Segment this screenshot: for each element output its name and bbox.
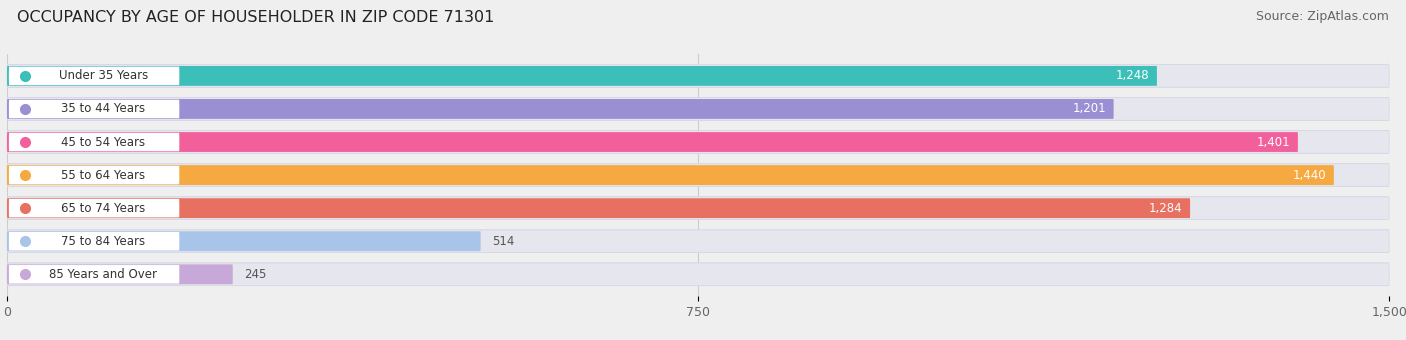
FancyBboxPatch shape bbox=[8, 100, 180, 118]
FancyBboxPatch shape bbox=[7, 163, 1389, 187]
Text: 1,401: 1,401 bbox=[1257, 136, 1291, 149]
FancyBboxPatch shape bbox=[8, 133, 180, 151]
FancyBboxPatch shape bbox=[7, 64, 1389, 88]
Text: Source: ZipAtlas.com: Source: ZipAtlas.com bbox=[1256, 10, 1389, 23]
Text: 75 to 84 Years: 75 to 84 Years bbox=[62, 235, 145, 248]
Text: Under 35 Years: Under 35 Years bbox=[59, 69, 148, 82]
Text: 514: 514 bbox=[492, 235, 515, 248]
FancyBboxPatch shape bbox=[7, 165, 1334, 185]
FancyBboxPatch shape bbox=[8, 166, 180, 184]
Text: 1,284: 1,284 bbox=[1149, 202, 1182, 215]
FancyBboxPatch shape bbox=[7, 263, 1389, 286]
Text: 1,440: 1,440 bbox=[1294, 169, 1326, 182]
FancyBboxPatch shape bbox=[8, 199, 180, 217]
Text: 55 to 64 Years: 55 to 64 Years bbox=[62, 169, 145, 182]
FancyBboxPatch shape bbox=[7, 65, 1389, 87]
FancyBboxPatch shape bbox=[7, 265, 233, 284]
Text: 65 to 74 Years: 65 to 74 Years bbox=[62, 202, 145, 215]
FancyBboxPatch shape bbox=[8, 265, 180, 284]
FancyBboxPatch shape bbox=[7, 231, 481, 251]
FancyBboxPatch shape bbox=[7, 132, 1298, 152]
FancyBboxPatch shape bbox=[7, 197, 1389, 219]
Text: 245: 245 bbox=[243, 268, 266, 281]
FancyBboxPatch shape bbox=[7, 99, 1114, 119]
FancyBboxPatch shape bbox=[7, 164, 1389, 186]
Text: OCCUPANCY BY AGE OF HOUSEHOLDER IN ZIP CODE 71301: OCCUPANCY BY AGE OF HOUSEHOLDER IN ZIP C… bbox=[17, 10, 495, 25]
FancyBboxPatch shape bbox=[7, 262, 1389, 286]
FancyBboxPatch shape bbox=[7, 131, 1389, 153]
FancyBboxPatch shape bbox=[7, 97, 1389, 121]
Text: 1,201: 1,201 bbox=[1073, 102, 1107, 116]
Text: 45 to 54 Years: 45 to 54 Years bbox=[62, 136, 145, 149]
Text: 85 Years and Over: 85 Years and Over bbox=[49, 268, 157, 281]
FancyBboxPatch shape bbox=[7, 98, 1389, 120]
FancyBboxPatch shape bbox=[7, 230, 1389, 253]
FancyBboxPatch shape bbox=[7, 66, 1157, 86]
FancyBboxPatch shape bbox=[8, 232, 180, 251]
Text: 35 to 44 Years: 35 to 44 Years bbox=[62, 102, 145, 116]
FancyBboxPatch shape bbox=[7, 198, 1189, 218]
FancyBboxPatch shape bbox=[7, 197, 1389, 220]
FancyBboxPatch shape bbox=[7, 230, 1389, 253]
Text: 1,248: 1,248 bbox=[1116, 69, 1150, 82]
FancyBboxPatch shape bbox=[8, 67, 180, 85]
FancyBboxPatch shape bbox=[7, 130, 1389, 154]
